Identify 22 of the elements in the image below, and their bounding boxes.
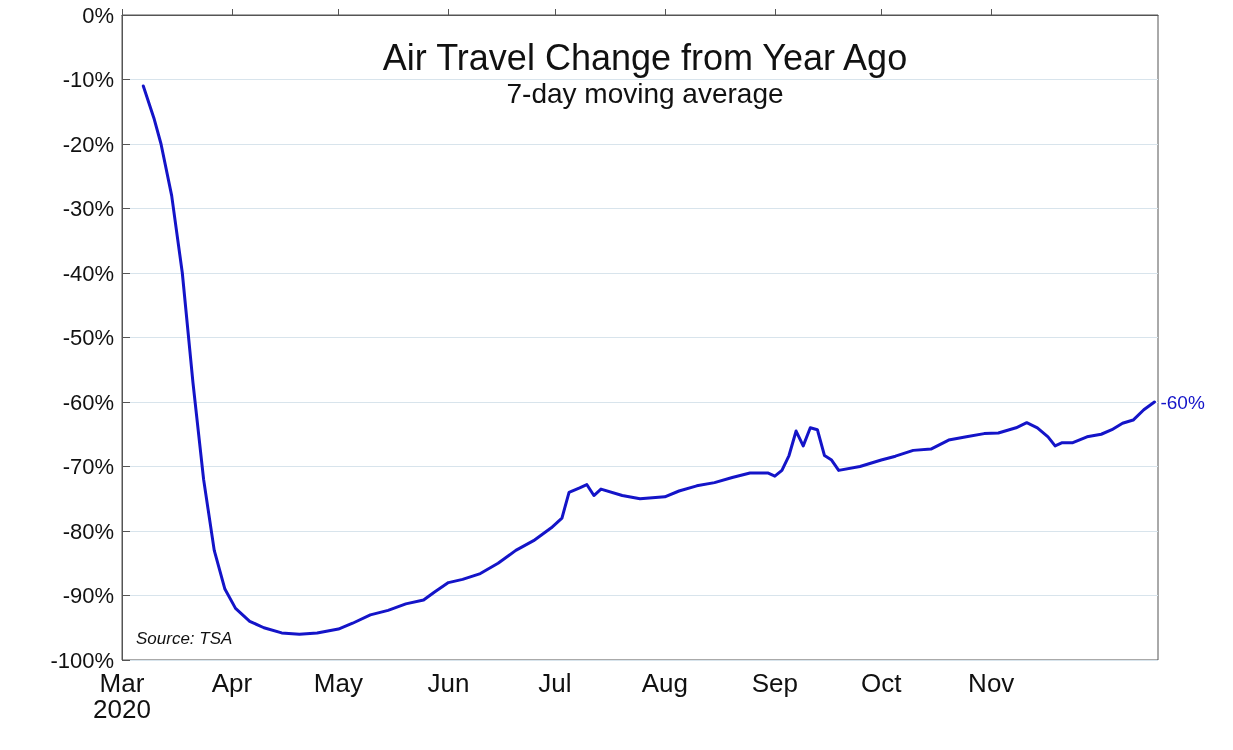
x-tick-label: Nov [968,668,1015,698]
y-tick-label: 0% [82,2,114,28]
y-tick-label: -70% [62,454,114,479]
x-tick-label: Jun [427,668,470,698]
y-tick-label: -30% [62,196,114,221]
x-tick-label: Oct [861,668,903,698]
y-tick-label: -80% [62,518,114,544]
annotation: Source: TSA [136,629,233,648]
x-tick-label: Jul [538,668,572,698]
annotation: -60% [1160,391,1205,413]
x-tick-label: Sep [751,668,798,698]
x-tick-label: Apr [211,668,253,698]
text: 7-day moving average [506,77,784,109]
x-tick-label: Aug [641,668,688,698]
y-tick-label: -60% [62,389,114,415]
x-tick-label: May [313,668,363,698]
y-tick-label: -10% [62,67,114,92]
y-tick-label: -50% [62,325,114,350]
y-tick-label: -40% [62,260,114,286]
y-tick-label: -20% [62,131,114,157]
y-tick-label: -90% [62,583,114,608]
text: Air Travel Change from Year Ago [382,36,908,78]
